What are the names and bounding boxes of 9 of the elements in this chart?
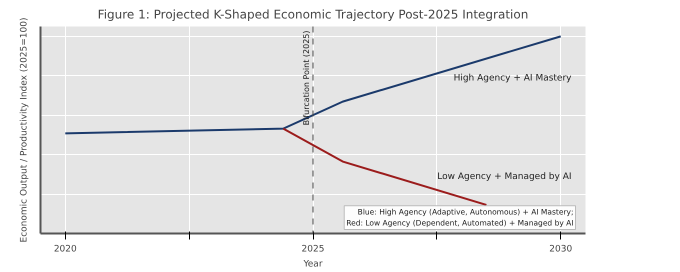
x-axis-title: Year xyxy=(302,260,323,270)
chart-title: Figure 1: Projected K-Shaped Economic Trajectory Post-2025 Integration xyxy=(98,8,528,22)
x-tick-label: 2020 xyxy=(54,244,77,254)
y-axis-title: Economic Output / Productivity Index (2025=100) xyxy=(20,18,30,242)
x-tick-label: 2030 xyxy=(549,244,572,254)
ref-line-label: Bifurcation Point (2025) xyxy=(302,30,311,126)
x-tick-label: 2025 xyxy=(302,244,324,254)
series-label: High Agency + AI Mastery xyxy=(454,73,572,84)
series-label: Low Agency + Managed by AI xyxy=(437,172,572,182)
